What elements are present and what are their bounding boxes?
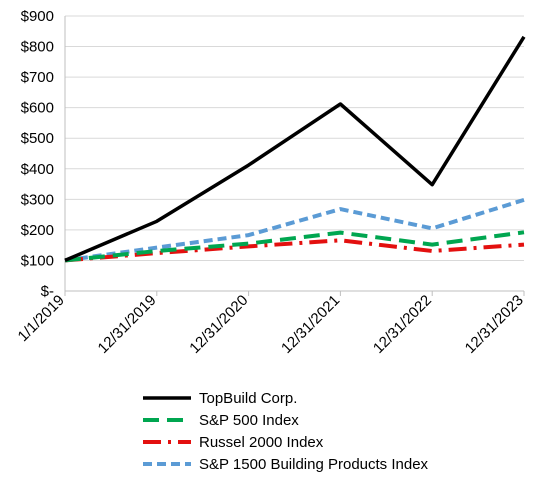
series-line — [64, 35, 526, 263]
series-lines — [64, 35, 526, 263]
y-tick-label: $600 — [21, 100, 54, 117]
y-tick-label: $300 — [21, 191, 54, 208]
y-tick-label: $900 — [21, 8, 54, 25]
series-line — [64, 230, 525, 263]
y-tick-label: $100 — [21, 252, 54, 269]
y-tick-labels: $- $100 $200 $300 $400 $500 $600 $700 $800 $900 — [21, 8, 54, 300]
x-tick-label: 12/31/2020 — [186, 292, 251, 357]
gridlines — [65, 15, 524, 261]
legend-label: TopBuild Corp. — [199, 390, 297, 407]
legend-label: Russel 2000 Index — [199, 434, 324, 451]
x-tick-label: 12/31/2019 — [95, 292, 160, 357]
y-tick-label: $500 — [21, 130, 54, 147]
y-tick-label: $800 — [21, 39, 54, 56]
y-tick-label: $700 — [21, 69, 54, 86]
y-tick-label: $400 — [21, 161, 54, 178]
legend-label: S&P 1500 Building Products Index — [199, 456, 429, 473]
y-tick-label: $- — [41, 283, 54, 300]
x-tick-label: 12/31/2021 — [278, 292, 343, 357]
axes — [64, 16, 524, 292]
y-tick-label: $200 — [21, 222, 54, 239]
series-line — [64, 197, 525, 263]
x-tick-label: 12/31/2023 — [462, 292, 527, 357]
x-tick-label: 12/31/2022 — [370, 292, 435, 357]
x-tick-labels: 1/1/2019 12/31/2019 12/31/2020 12/31/2021 12… — [15, 291, 527, 357]
legend: TopBuild Corp. S&P 500 Index Russel 2000 I… — [143, 390, 429, 473]
legend-label: S&P 500 Index — [199, 412, 299, 429]
